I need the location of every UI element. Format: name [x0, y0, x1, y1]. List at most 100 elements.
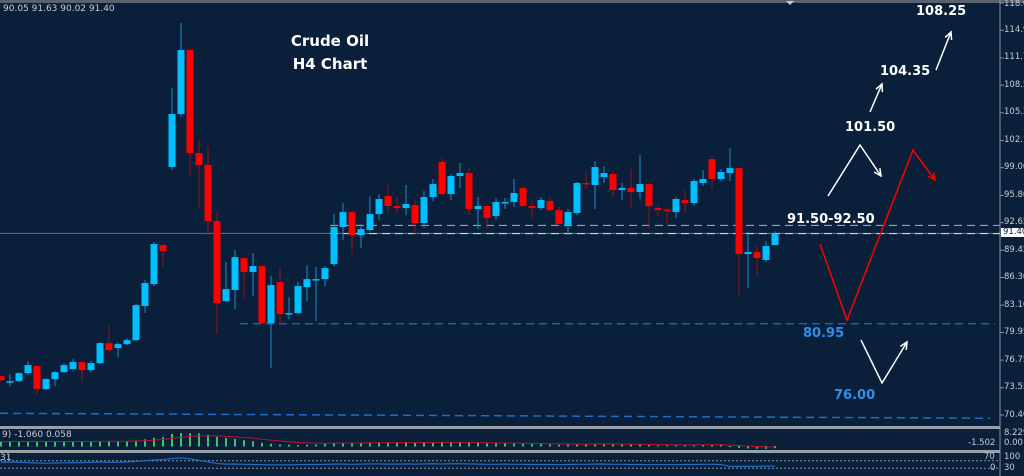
target-label-2: 104.35 [880, 64, 931, 79]
candle-body [294, 286, 302, 314]
candle-body [762, 246, 770, 261]
candle-body [0, 376, 5, 381]
support-line-2 [0, 412, 991, 420]
candle-body [186, 49, 194, 154]
y-tick-label: 86.30 [1004, 272, 1024, 283]
oscillator-axis-label: 100 [1004, 452, 1021, 462]
candle-body [636, 184, 644, 193]
y-tick-label: 114.90 [1004, 24, 1024, 35]
target-label-1: 101.50 [845, 120, 896, 135]
oscillator-axis-label: 70 [984, 452, 995, 462]
y-tick-label: 92.65 [1004, 217, 1024, 228]
macd-axis-label: 0.00 [1004, 438, 1023, 448]
current-price-badge: 91.40 [1001, 227, 1024, 237]
candle-body [312, 279, 320, 281]
candle-body [249, 266, 257, 273]
candle-body [600, 173, 608, 178]
candle-body [582, 183, 590, 185]
candle-body [501, 202, 509, 204]
candle-body [654, 208, 662, 211]
candle-body [258, 266, 266, 324]
candle-body [24, 365, 32, 374]
candle-body [735, 168, 743, 255]
candle-body [474, 206, 482, 210]
candle-body [510, 193, 518, 203]
candle-body [366, 214, 374, 231]
candle-body [420, 197, 428, 224]
macd-axis-label: 8.229 [1004, 428, 1024, 438]
candle-body [744, 252, 752, 255]
candle-body [483, 206, 491, 219]
candle-body [285, 313, 293, 315]
candle-body [6, 381, 14, 383]
candle-body [564, 212, 572, 226]
candle-body [672, 199, 680, 213]
candle-body [627, 188, 635, 193]
y-tick-label: 95.80 [1004, 189, 1024, 200]
candle-body [492, 202, 500, 217]
candle-body [132, 305, 140, 341]
target-arrow-3 [935, 31, 952, 71]
chart-subtitle: H4 Chart [292, 55, 368, 73]
candle-body [339, 212, 347, 228]
support-label-2: 76.00 [834, 388, 876, 403]
candle-body [87, 363, 95, 371]
pane-separator [0, 426, 1000, 429]
bullish-path-arrow-head-icon [873, 167, 882, 178]
candle-body [456, 173, 464, 177]
candle-body [51, 372, 59, 380]
y-tick-label: 73.55 [1004, 382, 1024, 393]
y-tick-label: 111.70 [1004, 52, 1024, 63]
candle-body [231, 257, 239, 291]
candle-body [321, 268, 329, 280]
candle-body [96, 343, 104, 364]
oscillator-axis-label: 0 [990, 463, 996, 473]
candle-body [114, 344, 122, 349]
bullish-path-arrow [827, 143, 882, 197]
zone-label: 91.50-92.50 [787, 212, 875, 227]
candle-body [753, 252, 761, 259]
candle-body [537, 200, 545, 209]
candle-body [168, 114, 176, 168]
candle-body [645, 184, 653, 207]
candle-body [195, 153, 203, 166]
candle-body [546, 201, 554, 211]
bearish-scenario-arrow [819, 148, 936, 323]
support-label-1: 80.95 [803, 326, 845, 341]
candle-body [726, 168, 734, 174]
target-arrow-2-head-icon [875, 82, 884, 93]
candle-body [384, 196, 392, 207]
candle-body [717, 172, 725, 180]
oscillator-line [0, 457, 776, 467]
candle-body [393, 206, 401, 209]
candle-body [528, 206, 536, 209]
candle-body [150, 244, 158, 285]
candle-body [222, 289, 230, 302]
candle-body [330, 227, 338, 265]
pane-separator [0, 450, 1000, 453]
candle-body [60, 365, 68, 373]
candle-body [375, 199, 383, 215]
candle-body [429, 184, 437, 198]
candle-body [105, 343, 113, 351]
candle-body [438, 162, 446, 195]
candle-body [159, 245, 167, 252]
target-label-3: 108.25 [916, 4, 967, 19]
y-tick-label: 89.45 [1004, 244, 1024, 255]
rebound-arrow-head-icon [899, 340, 908, 351]
candle-body [78, 362, 86, 371]
candle-body [609, 174, 617, 191]
y-tick-label: 70.40 [1004, 409, 1024, 420]
candle-body [357, 229, 365, 236]
y-tick-label: 105.35 [1004, 107, 1024, 118]
candle-body [177, 49, 185, 115]
candle-body [42, 379, 50, 390]
macd-signal-line [0, 435, 776, 448]
y-tick-label: 83.10 [1004, 299, 1024, 310]
candle-body [33, 366, 41, 390]
oscillator-label: 31 [0, 453, 12, 463]
y-tick-label: 99.00 [1004, 162, 1024, 173]
candle-body [663, 209, 671, 212]
